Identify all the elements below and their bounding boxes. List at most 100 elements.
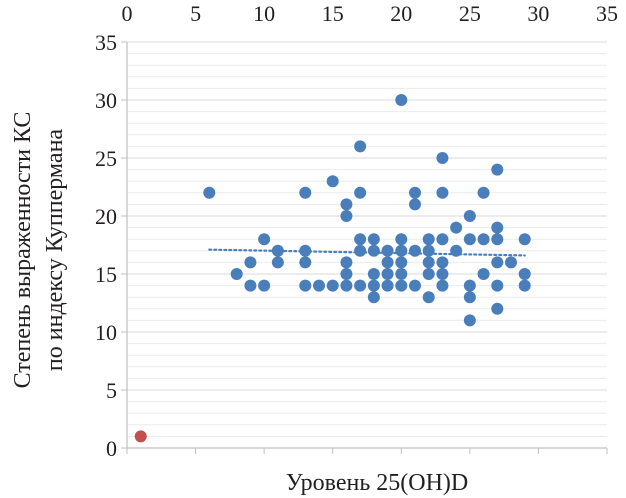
data-point	[354, 244, 367, 257]
data-point	[518, 279, 531, 292]
data-point	[381, 268, 394, 280]
data-point	[340, 268, 353, 280]
data-point	[436, 279, 449, 292]
data-point	[244, 256, 257, 269]
data-point	[409, 279, 421, 292]
data-point	[354, 186, 367, 199]
data-point	[477, 268, 490, 280]
data-point	[491, 256, 504, 269]
data-point	[134, 430, 147, 443]
data-point	[230, 268, 243, 280]
data-point	[313, 279, 325, 292]
y-tick-label: 0	[106, 436, 117, 461]
data-point	[477, 233, 490, 246]
data-point	[395, 256, 408, 269]
data-point	[354, 279, 367, 292]
data-point	[395, 233, 408, 246]
data-point	[436, 186, 449, 199]
x-tick-label: 25	[459, 1, 481, 26]
y-tick-label: 30	[95, 88, 117, 113]
data-point	[450, 244, 463, 257]
data-point	[381, 279, 394, 292]
data-point	[491, 163, 504, 176]
x-tick-label: 20	[390, 1, 412, 26]
data-point	[299, 186, 312, 199]
x-axis-label: Уровень 25(OH)D	[286, 470, 469, 496]
data-point	[299, 279, 312, 292]
data-point	[354, 140, 367, 153]
data-point	[367, 291, 380, 304]
trendline-line	[208, 248, 526, 257]
data-point	[422, 233, 435, 246]
data-point	[299, 256, 312, 269]
x-tick-label: 35	[596, 1, 618, 26]
x-tick-label: 30	[527, 1, 549, 26]
data-point	[340, 279, 353, 292]
data-point	[409, 198, 421, 211]
data-point	[422, 244, 435, 257]
data-point	[340, 210, 353, 222]
data-point	[244, 279, 257, 292]
data-point	[491, 279, 504, 292]
y-axis-label-line1: Степень выраженности КС	[10, 112, 36, 389]
data-point	[271, 244, 284, 257]
data-point	[436, 256, 449, 269]
data-point	[409, 244, 421, 257]
data-point	[436, 152, 449, 164]
y-axis-label-line2: по индексу Куппермана	[42, 129, 68, 371]
data-point	[258, 279, 271, 292]
data-point	[422, 256, 435, 269]
x-tick-label: 5	[190, 1, 201, 26]
data-point	[340, 256, 353, 269]
data-point	[450, 221, 463, 234]
data-point	[463, 279, 476, 292]
data-point	[367, 244, 380, 257]
data-point	[505, 256, 517, 269]
y-tick-label: 10	[95, 320, 117, 345]
data-point	[463, 314, 476, 327]
data-point	[436, 233, 449, 246]
axes	[121, 41, 608, 454]
data-point	[491, 302, 504, 315]
data-point	[463, 210, 476, 222]
x-tick-label: 10	[253, 1, 275, 26]
data-point	[395, 268, 408, 280]
data-points	[134, 94, 531, 443]
data-point	[381, 256, 394, 269]
data-point	[367, 268, 380, 280]
data-point	[409, 186, 421, 199]
y-tick-label: 35	[95, 30, 117, 55]
data-point	[395, 279, 408, 292]
data-point	[463, 233, 476, 246]
data-point	[340, 198, 353, 211]
data-point	[422, 268, 435, 280]
data-point	[463, 291, 476, 304]
data-point	[203, 186, 216, 199]
grid-lines	[127, 41, 607, 437]
data-point	[299, 244, 312, 257]
data-point	[477, 186, 490, 199]
data-point	[518, 268, 531, 280]
data-point	[395, 244, 408, 257]
x-tick-label: 15	[322, 1, 344, 26]
data-point	[491, 233, 504, 246]
data-point	[354, 233, 367, 246]
y-tick-label: 20	[95, 204, 117, 229]
trendline	[208, 248, 526, 257]
y-tick-label: 5	[106, 378, 117, 403]
data-point	[258, 233, 271, 246]
data-point	[367, 233, 380, 246]
data-point	[381, 244, 394, 257]
y-tick-label: 15	[95, 262, 117, 287]
y-tick-label: 25	[95, 146, 117, 171]
data-point	[367, 279, 380, 292]
data-point	[422, 291, 435, 304]
data-point	[491, 221, 504, 234]
x-tick-label: 0	[122, 1, 133, 26]
data-point	[395, 94, 408, 106]
data-point	[518, 233, 531, 246]
data-point	[271, 256, 284, 269]
data-point	[326, 279, 339, 292]
